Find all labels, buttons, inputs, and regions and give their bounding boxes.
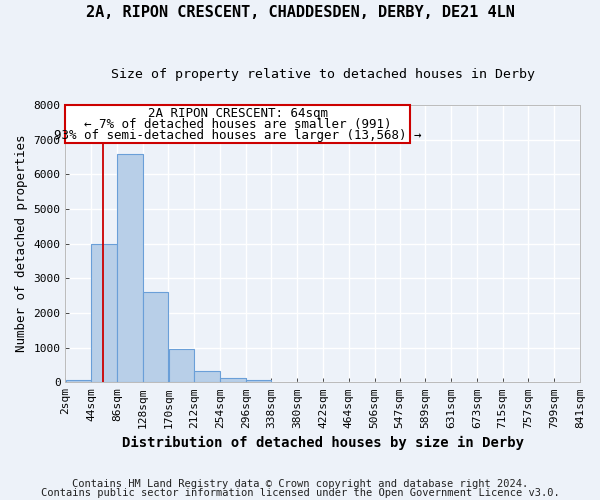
Bar [117, 154, 143, 382]
Y-axis label: Number of detached properties: Number of detached properties [15, 135, 28, 352]
Text: Contains public sector information licensed under the Open Government Licence v3: Contains public sector information licen… [41, 488, 559, 498]
Text: Contains HM Land Registry data © Crown copyright and database right 2024.: Contains HM Land Registry data © Crown c… [72, 479, 528, 489]
X-axis label: Distribution of detached houses by size in Derby: Distribution of detached houses by size … [122, 436, 524, 450]
FancyBboxPatch shape [65, 106, 410, 142]
Bar [65, 380, 91, 382]
Text: 2A RIPON CRESCENT: 64sqm: 2A RIPON CRESCENT: 64sqm [148, 107, 328, 120]
Text: 2A, RIPON CRESCENT, CHADDESDEN, DERBY, DE21 4LN: 2A, RIPON CRESCENT, CHADDESDEN, DERBY, D… [86, 5, 514, 20]
Text: ← 7% of detached houses are smaller (991): ← 7% of detached houses are smaller (991… [84, 118, 392, 131]
Title: Size of property relative to detached houses in Derby: Size of property relative to detached ho… [111, 68, 535, 80]
Bar [91, 244, 117, 382]
Text: 93% of semi-detached houses are larger (13,568) →: 93% of semi-detached houses are larger (… [54, 130, 422, 142]
Bar [220, 378, 245, 382]
Bar [194, 371, 220, 382]
Bar [143, 292, 169, 382]
Bar [246, 380, 271, 382]
Bar [169, 350, 194, 382]
